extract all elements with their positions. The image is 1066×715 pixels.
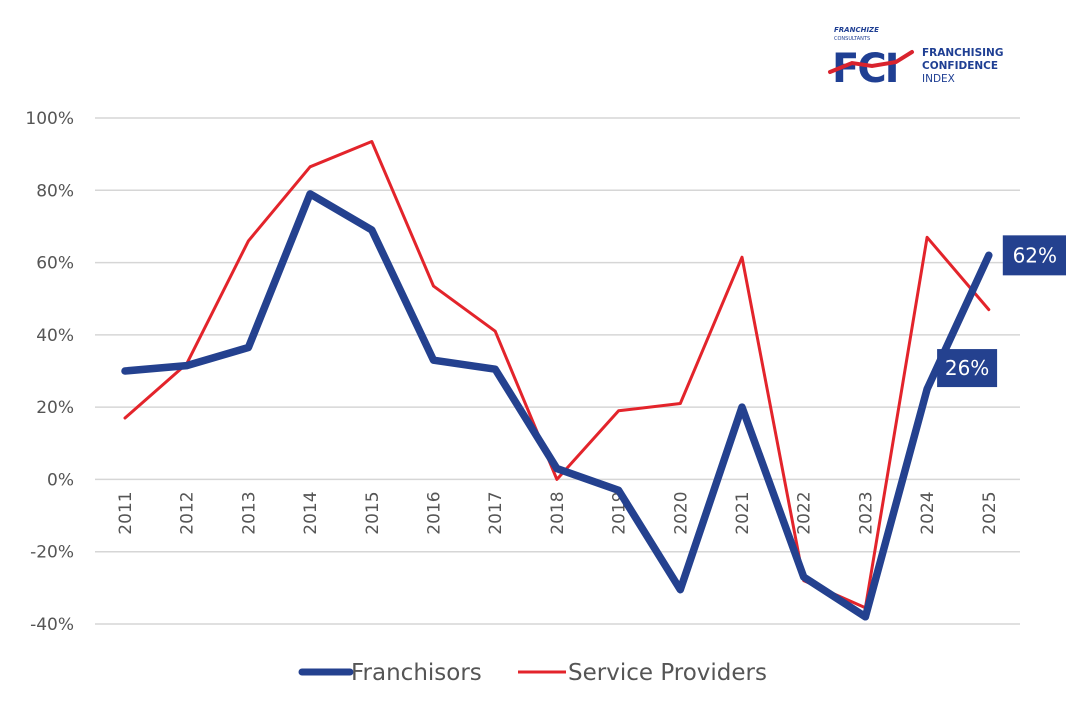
x-tick-label: 2022 bbox=[795, 491, 815, 534]
x-tick-label: 2021 bbox=[733, 491, 753, 534]
x-tick-label: 2024 bbox=[918, 491, 938, 534]
legend-label-service-providers: Service Providers bbox=[568, 660, 767, 686]
y-tick-label: 60% bbox=[36, 254, 74, 274]
x-tick-label: 2015 bbox=[363, 491, 383, 534]
legend-label-franchisors: Franchisors bbox=[351, 660, 482, 686]
annotations: 62% 26% bbox=[937, 235, 1066, 388]
y-axis-ticks: 100% 80% 60% 40% 20% 0% -20% -40% bbox=[25, 109, 74, 635]
x-axis-ticks: 2011 2012 2013 2014 2015 2016 2017 2018 2019 2020… bbox=[116, 491, 1000, 534]
fci-logo: FRANCHIZE CONSULTANTS FCI FRANCHISING CO… bbox=[828, 26, 1003, 92]
x-tick-label: 2016 bbox=[425, 491, 445, 534]
legend: Franchisors Service Providers bbox=[298, 660, 767, 686]
legend-item-franchisors: Franchisors bbox=[298, 660, 482, 686]
y-tick-label: 100% bbox=[25, 109, 74, 129]
x-tick-label: 2017 bbox=[486, 491, 506, 534]
series-line-franchisors bbox=[121, 190, 993, 621]
logo-brand-sub: CONSULTANTS bbox=[834, 36, 870, 42]
y-tick-label: 40% bbox=[36, 326, 74, 346]
y-tick-label: 80% bbox=[36, 181, 74, 201]
y-tick-label: -20% bbox=[30, 543, 74, 563]
callout-label: 26% bbox=[945, 356, 989, 380]
x-tick-label: 2011 bbox=[116, 491, 136, 534]
y-tick-label: 0% bbox=[47, 470, 74, 490]
series-layer bbox=[121, 140, 993, 621]
x-tick-label: 2025 bbox=[980, 491, 1000, 534]
logo-acronym: FCI bbox=[832, 46, 898, 92]
series-line-service-providers bbox=[123, 140, 991, 610]
logo-brand-top: FRANCHIZE bbox=[834, 26, 879, 34]
x-tick-label: 2018 bbox=[548, 491, 568, 534]
logo-line3: INDEX bbox=[922, 73, 955, 85]
x-tick-label: 2013 bbox=[239, 491, 259, 534]
x-tick-label: 2023 bbox=[856, 491, 876, 534]
logo-line1: FRANCHISING bbox=[922, 47, 1003, 59]
x-tick-label: 2020 bbox=[671, 491, 691, 534]
callout-box bbox=[937, 349, 998, 388]
logo-line2: CONFIDENCE bbox=[922, 60, 998, 72]
x-tick-label: 2014 bbox=[301, 491, 321, 534]
callout-box bbox=[1002, 235, 1066, 276]
callout-label: 62% bbox=[1013, 243, 1057, 267]
x-tick-label: 2012 bbox=[178, 491, 198, 534]
grid bbox=[95, 117, 1020, 625]
logo-wave-icon bbox=[828, 50, 914, 74]
y-tick-label: -40% bbox=[30, 615, 74, 635]
y-tick-label: 20% bbox=[36, 398, 74, 418]
legend-item-service-providers: Service Providers bbox=[518, 660, 767, 686]
